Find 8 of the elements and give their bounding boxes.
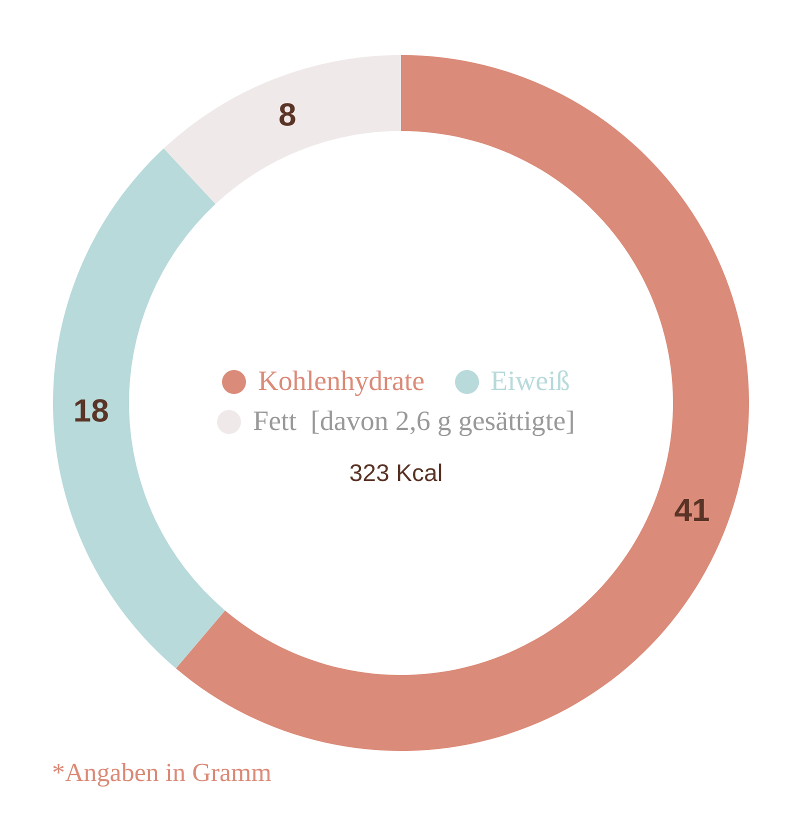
legend-label: Fett [davon 2,6 g gesättigte] — [252, 406, 575, 438]
legend-label: Kohlenhydrate — [257, 366, 425, 398]
data-label: 41 — [674, 492, 710, 528]
legend-label: Eiweiß — [490, 366, 570, 398]
data-label: 8 — [278, 96, 296, 133]
data-label: 18 — [73, 392, 109, 428]
text: 323 Kcal — [348, 460, 444, 488]
text: *Angaben in Gramm — [52, 758, 272, 788]
